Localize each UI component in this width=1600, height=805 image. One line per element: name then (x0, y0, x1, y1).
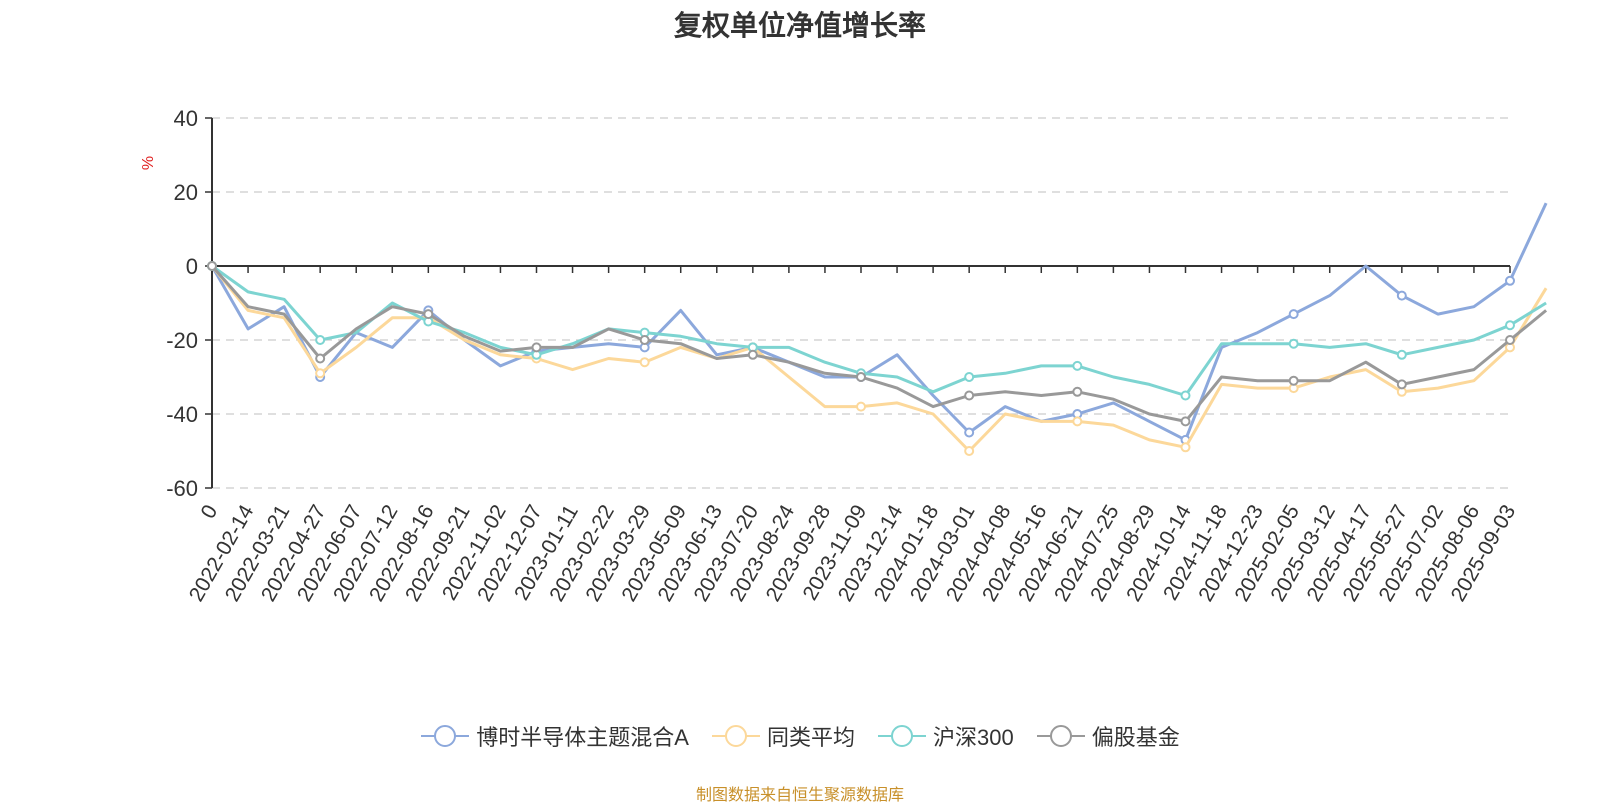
legend-label: 同类平均 (766, 725, 855, 750)
y-tick-label: 20 (174, 180, 198, 205)
legend-marker-circle (724, 725, 747, 747)
series-point (1505, 275, 1515, 286)
legend-label: 沪深300 (932, 725, 1014, 750)
series-point (1505, 335, 1515, 345)
series-line-1 (210, 265, 1548, 453)
chart-plot: 40200-20-40-6002022-02-142022-03-212022-… (140, 106, 1548, 606)
series-point (856, 401, 866, 412)
series-point (856, 372, 866, 382)
series-line-0 (210, 202, 1548, 442)
legend-marker-circle (434, 725, 457, 747)
source-note: 制图数据来自恒生聚源数据库 (695, 787, 904, 804)
series-point (1072, 360, 1083, 371)
series-point (1396, 349, 1407, 360)
legend-item[interactable]: 沪深300 (877, 720, 1014, 752)
series-point (1505, 320, 1515, 331)
series-point (207, 261, 217, 271)
y-tick-label: 0 (186, 254, 198, 279)
series-line-3 (210, 265, 1548, 423)
series-point (1180, 390, 1191, 401)
series-point (1288, 309, 1299, 320)
series-point (315, 335, 326, 345)
series-point (1396, 290, 1407, 301)
legend-marker-circle (890, 725, 913, 747)
legend-marker-circle (1049, 725, 1072, 747)
tick-labels: 40200-20-40-6002022-02-142022-03-212022-… (166, 106, 1520, 606)
series-lines (207, 202, 1548, 456)
series-point (639, 357, 650, 368)
y-tick-label: -20 (166, 328, 198, 353)
legend-marker-icon (421, 725, 470, 747)
series-point (1288, 338, 1299, 349)
series-point (423, 309, 434, 320)
series-point (1288, 375, 1299, 386)
legend-item[interactable]: 偏股基金 (1036, 720, 1180, 752)
series-point (964, 390, 975, 401)
series-point (315, 368, 326, 379)
y-axis-unit: % (140, 156, 157, 170)
y-tick-label: -60 (166, 476, 198, 501)
series-point (747, 349, 758, 360)
legend-marker-icon (877, 725, 926, 747)
series-line-2 (211, 264, 1547, 397)
legend-item[interactable]: 同类平均 (711, 720, 855, 752)
chart-title: 复权单位净值增长率 (673, 10, 926, 41)
series-point (531, 342, 542, 353)
series-point (964, 446, 975, 456)
y-tick-label: -40 (166, 402, 198, 427)
series-point (1072, 386, 1083, 397)
series-point (315, 353, 326, 364)
axes (205, 117, 1511, 489)
legend-marker-icon (1036, 725, 1085, 747)
y-tick-label: 40 (174, 106, 198, 131)
legend-item[interactable]: 博时半导体主题混合A (420, 720, 689, 752)
x-tick-label: 0 (197, 501, 223, 523)
series-point (964, 372, 975, 382)
series-point (1180, 416, 1191, 427)
legend-marker-icon (711, 725, 760, 747)
legend: 博时半导体主题混合A 同类平均 沪深300 偏股基金 (0, 720, 1600, 752)
series-point (1180, 442, 1191, 453)
series-point (1396, 379, 1407, 390)
series-point (1072, 416, 1083, 427)
legend-label: 博时半导体主题混合A (476, 725, 689, 750)
series-point (964, 427, 975, 438)
legend-label: 偏股基金 (1091, 725, 1180, 750)
series-point (639, 335, 650, 345)
